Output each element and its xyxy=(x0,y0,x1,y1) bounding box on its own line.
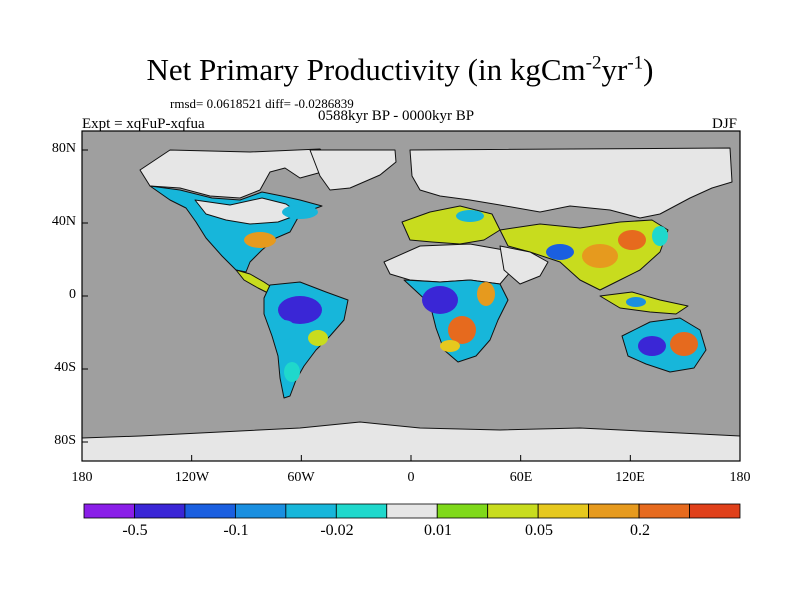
colorbar-box-3 xyxy=(234,503,287,519)
colorbar-label-2: -0.1 xyxy=(223,522,249,539)
us-south-patch xyxy=(244,232,276,248)
y-tick-label-80n: 80N xyxy=(51,141,76,156)
colorbar-label-4: 0.01 xyxy=(424,522,452,539)
colorbar-box-1 xyxy=(134,503,186,519)
andes-patch xyxy=(272,320,296,340)
x-tick-label-180e: 180 xyxy=(729,470,751,485)
x-tick-label-120w: 120W xyxy=(174,470,210,485)
stats-text: rmsd= 0.0618521 diff= -0.0286839 xyxy=(170,96,354,111)
indonesia-patch xyxy=(626,297,646,307)
kalahari-patch xyxy=(440,340,460,352)
china-patch xyxy=(618,230,646,250)
colorbar-box-7 xyxy=(436,503,489,519)
southern-africa-patch xyxy=(448,316,476,344)
colorbar-box-0 xyxy=(83,503,135,519)
patagonia-patch xyxy=(284,362,300,382)
congo-patch xyxy=(422,286,458,314)
title-close: ) xyxy=(643,52,654,87)
colorbar-label-1: -0.5 xyxy=(122,522,148,539)
productivity-patches xyxy=(244,205,698,382)
colorbar-box-2 xyxy=(184,503,236,519)
x-tick-label-60w: 60W xyxy=(287,470,315,485)
colorbar-box-12 xyxy=(689,503,741,519)
colorbar xyxy=(83,503,741,519)
arabia-desert xyxy=(499,245,549,285)
title-text: Net Primary Productivity (in kgCm xyxy=(146,52,586,87)
axis-ticks xyxy=(81,149,741,461)
title-exponent-2: -1 xyxy=(627,52,644,74)
x-tick-label-120e: 120E xyxy=(615,470,645,485)
greenland xyxy=(309,149,397,191)
y-tick-label-0: 0 xyxy=(69,287,76,302)
map-title: Net Primary Productivity (in kgCm-2yr-1) xyxy=(0,52,800,88)
canada-patch xyxy=(282,205,318,219)
colorbar-box-4 xyxy=(285,503,337,519)
season-text: DJF xyxy=(712,116,738,132)
tibet-patch xyxy=(546,244,574,260)
colorbar-label-5: 0.05 xyxy=(525,522,553,539)
europe-patch xyxy=(412,218,448,234)
title-unit: yr xyxy=(601,52,628,87)
colorbar-label-3: -0.02 xyxy=(320,522,354,539)
x-tick-label-180w: 180 xyxy=(71,470,93,485)
eurasia-ice xyxy=(409,147,733,219)
colorbar-box-8 xyxy=(487,503,539,519)
y-tick-label-40n: 40N xyxy=(51,214,76,229)
india-patch xyxy=(582,244,618,268)
x-tick-label-0: 0 xyxy=(407,470,415,485)
y-tick-label-80s: 80S xyxy=(54,433,76,448)
north-america-tundra xyxy=(194,197,301,225)
east-africa-patch xyxy=(477,282,495,306)
colorbar-box-9 xyxy=(537,503,590,519)
brazil-patch xyxy=(308,330,328,346)
colorbar-box-5 xyxy=(335,503,388,519)
japan-patch xyxy=(652,226,668,246)
x-tick-label-60e: 60E xyxy=(509,470,533,485)
colorbar-box-11 xyxy=(638,503,690,519)
colorbar-box-10 xyxy=(588,503,640,519)
eastern-europe-patch xyxy=(456,210,484,222)
period-text: 0588kyr BP - 0000kyr BP xyxy=(318,108,475,124)
experiment-text: Expt = xqFuP-xqfua xyxy=(82,116,205,132)
australia-east-patch xyxy=(670,332,698,356)
australia-west-patch xyxy=(638,336,666,356)
colorbar-label-6: 0.2 xyxy=(630,522,650,539)
title-exponent-1: -2 xyxy=(585,52,602,74)
y-tick-label-40s: 40S xyxy=(54,360,76,375)
colorbar-box-6 xyxy=(386,503,438,519)
amazon-patch xyxy=(278,296,322,324)
